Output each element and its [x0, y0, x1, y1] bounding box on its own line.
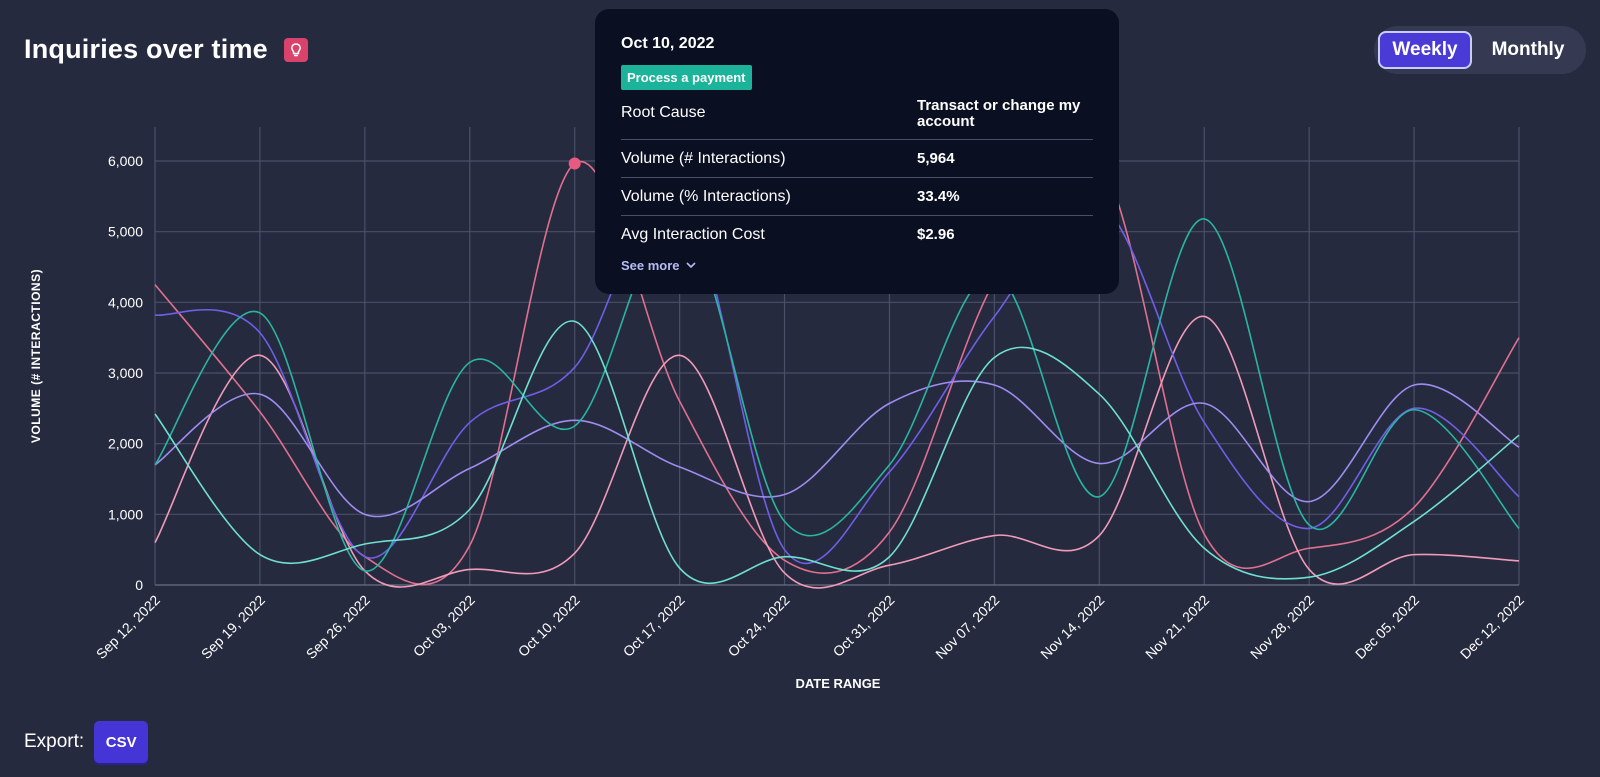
tooltip-row-avg-cost: Avg Interaction Cost $2.96 [621, 216, 1093, 254]
tooltip-row-root-cause: Root Cause Transact or change my account [621, 96, 1093, 140]
page-title: Inquiries over time [24, 34, 268, 64]
chart-tooltip: Oct 10, 2022 Process a payment Root Caus… [595, 9, 1119, 294]
avg-cost-label: Avg Interaction Cost [621, 226, 765, 243]
highlight-point[interactable] [568, 157, 581, 170]
y-tick-label: 4,000 [108, 294, 143, 310]
chart-series [154, 150, 1520, 589]
x-tick-label: Dec 12, 2022 [1457, 592, 1527, 662]
x-tick-label: Nov 21, 2022 [1142, 592, 1212, 662]
x-tick-label: Sep 12, 2022 [93, 592, 163, 662]
x-tick-label: Oct 31, 2022 [830, 592, 898, 660]
series-line-2[interactable] [154, 315, 1520, 589]
x-axis-ticks: Sep 12, 2022 Sep 19, 2022 Sep 26, 2022 Oct … [93, 592, 1527, 662]
volume-count-value: 5,964 [917, 149, 955, 167]
y-axis-label: VOLUME (# INTERACTIONS) [29, 269, 43, 443]
monthly-button[interactable]: Monthly [1491, 39, 1565, 60]
x-tick-label: Oct 10, 2022 [515, 592, 583, 660]
y-tick-label: 0 [135, 577, 143, 593]
root-cause-label: Root Cause [621, 104, 706, 121]
x-tick-label: Sep 26, 2022 [303, 592, 373, 662]
y-tick-label: 2,000 [108, 436, 143, 452]
x-tick-label: Oct 03, 2022 [410, 592, 478, 660]
tooltip-row-volume-pct: Volume (% Interactions) 33.4% [621, 178, 1093, 216]
tooltip-row-volume-count: Volume (# Interactions) 5,964 [621, 140, 1093, 178]
category-tag: Process a payment [621, 65, 752, 90]
x-tick-label: Nov 28, 2022 [1247, 592, 1317, 662]
avg-cost-value: $2.96 [917, 226, 955, 243]
x-tick-label: Nov 14, 2022 [1037, 592, 1107, 662]
series-line-3[interactable] [154, 185, 1520, 565]
see-more-label: See more [621, 258, 680, 273]
x-tick-label: Dec 05, 2022 [1352, 592, 1422, 662]
chevron-down-icon [685, 262, 696, 269]
see-more-link[interactable]: See more [621, 258, 696, 273]
export-label: Export: [24, 731, 85, 752]
y-tick-label: 1,000 [108, 506, 143, 522]
root-cause-value: Transact or change my account [917, 97, 1081, 130]
csv-export-button[interactable]: CSV [94, 721, 149, 763]
volume-pct-value: 33.4% [917, 187, 960, 205]
series-line-6[interactable] [154, 320, 1520, 585]
export-section: Export: CSV [24, 721, 149, 763]
x-tick-label: Sep 19, 2022 [198, 592, 268, 662]
y-axis-ticks: 0 1,000 2,000 3,000 4,000 5,000 6,000 [108, 153, 143, 593]
weekly-button[interactable]: Weekly [1378, 31, 1472, 69]
x-tick-label: Nov 07, 2022 [932, 592, 1002, 662]
header: Inquiries over time [24, 34, 308, 65]
series-line-4[interactable] [154, 380, 1520, 518]
x-tick-label: Oct 17, 2022 [620, 592, 688, 660]
period-toggle: Weekly Monthly [1374, 26, 1586, 74]
x-tick-label: Oct 24, 2022 [725, 592, 793, 660]
volume-count-label: Volume (# Interactions) [621, 149, 786, 167]
series-line-5[interactable] [154, 216, 1520, 572]
tooltip-date: Oct 10, 2022 [621, 35, 715, 52]
x-axis-label: DATE RANGE [796, 676, 881, 691]
series-line-1[interactable] [154, 150, 1520, 586]
y-tick-label: 5,000 [108, 224, 143, 240]
y-tick-label: 6,000 [108, 153, 143, 169]
y-tick-label: 3,000 [108, 365, 143, 381]
volume-pct-label: Volume (% Interactions) [621, 187, 791, 205]
lightbulb-icon[interactable] [283, 37, 308, 62]
